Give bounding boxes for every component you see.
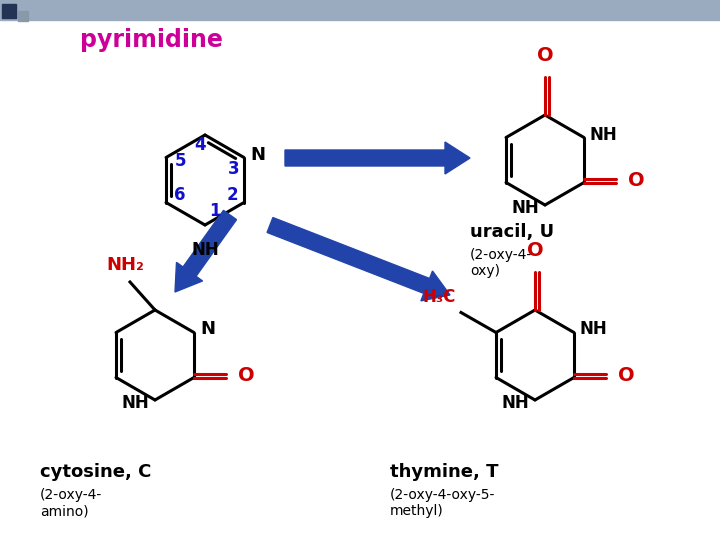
Bar (18, 11, 28, 21)
Text: NH: NH (580, 321, 608, 339)
Text: 3: 3 (228, 160, 240, 179)
Text: O: O (527, 241, 544, 260)
Text: H₃C: H₃C (423, 288, 456, 307)
FancyArrow shape (267, 218, 450, 301)
FancyArrow shape (285, 142, 470, 174)
Text: cytosine, C: cytosine, C (40, 463, 151, 481)
Text: NH: NH (501, 394, 529, 412)
Text: 2: 2 (226, 186, 238, 204)
Text: (2-oxy-4-
amino): (2-oxy-4- amino) (40, 488, 102, 518)
Text: O: O (628, 171, 644, 190)
Text: uracil, U: uracil, U (470, 223, 554, 241)
Text: NH: NH (191, 241, 219, 259)
Text: pyrimidine: pyrimidine (80, 28, 223, 52)
Text: thymine, T: thymine, T (390, 463, 498, 481)
Text: (2-oxy-4-oxy-5-
methyl): (2-oxy-4-oxy-5- methyl) (390, 488, 495, 518)
Text: 5: 5 (174, 152, 186, 171)
Bar (2, 4, 16, 18)
Text: 4: 4 (194, 136, 206, 154)
Bar (0, 0, 720, 20)
Text: O: O (238, 366, 255, 385)
Text: NH: NH (590, 125, 618, 144)
Text: N: N (250, 145, 265, 164)
Text: (2-oxy-4-
oxy): (2-oxy-4- oxy) (470, 248, 532, 278)
Text: O: O (536, 46, 553, 65)
Text: NH: NH (121, 394, 149, 412)
FancyArrow shape (175, 211, 236, 292)
Text: NH: NH (511, 199, 539, 217)
Text: NH₂: NH₂ (106, 256, 144, 274)
Text: 1: 1 (210, 202, 221, 220)
Text: 6: 6 (174, 186, 186, 204)
Text: O: O (618, 366, 634, 385)
Text: N: N (200, 321, 215, 339)
